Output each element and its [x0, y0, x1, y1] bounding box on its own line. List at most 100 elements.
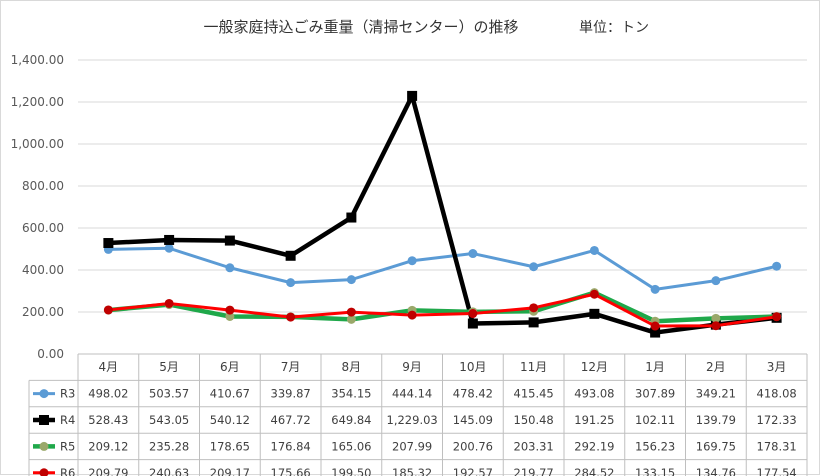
- data-label: 169.75: [696, 439, 736, 453]
- data-point: [225, 263, 235, 273]
- data-point: [589, 245, 599, 255]
- data-label: 240.63: [149, 466, 189, 476]
- y-tick-label: 200.00: [22, 305, 64, 319]
- data-label: 177.54: [757, 466, 797, 476]
- data-point: [225, 305, 235, 315]
- x-tick-label: 4月: [99, 360, 119, 374]
- data-label: 410.67: [210, 387, 250, 401]
- legend-key-marker: [39, 415, 49, 425]
- series-lines: [103, 90, 782, 338]
- data-point: [407, 310, 417, 320]
- data-label: 102.11: [635, 413, 675, 427]
- data-label: 178.31: [757, 439, 797, 453]
- data-point: [164, 234, 175, 245]
- data-label: 207.99: [392, 439, 432, 453]
- data-point: [528, 317, 539, 328]
- data-label: 1,229.03: [387, 413, 438, 427]
- x-tick-label: 5月: [159, 360, 179, 374]
- y-tick-label: 1,200.00: [11, 95, 64, 109]
- y-tick-label: 1,400.00: [11, 53, 64, 67]
- x-tick-label: 2月: [706, 360, 726, 374]
- data-label: 203.31: [514, 439, 554, 453]
- data-point: [103, 238, 114, 249]
- legend-key-marker: [39, 389, 49, 399]
- chart-title: 一般家庭持込ごみ重量（清掃センター）の推移: [203, 18, 518, 36]
- data-label: 178.65: [210, 439, 250, 453]
- data-label: 133.15: [635, 466, 675, 476]
- series-line-r3: [108, 246, 777, 291]
- data-point: [164, 243, 174, 253]
- data-label: 543.05: [149, 413, 189, 427]
- data-label: 540.12: [210, 413, 250, 427]
- data-label: 209.12: [88, 439, 128, 453]
- data-point: [589, 308, 600, 319]
- data-label: 191.25: [574, 413, 614, 427]
- data-label: 145.09: [453, 413, 493, 427]
- data-label: 134.76: [696, 466, 736, 476]
- data-point: [346, 307, 356, 317]
- data-label: 150.48: [514, 413, 554, 427]
- series-line-r5: [108, 290, 777, 324]
- data-label: 139.79: [696, 413, 736, 427]
- series-name: R6: [60, 466, 75, 476]
- data-label: 200.76: [453, 439, 493, 453]
- data-point: [467, 318, 478, 329]
- series-line-r4: [108, 93, 777, 335]
- y-tick-label: 400.00: [22, 263, 64, 277]
- data-point: [650, 321, 660, 331]
- x-tick-label: 12月: [581, 360, 608, 374]
- data-point: [164, 298, 174, 308]
- data-label: 284.52: [574, 466, 614, 476]
- data-label: 498.02: [88, 387, 128, 401]
- data-point: [103, 305, 113, 315]
- y-tick-label: 1,000.00: [11, 137, 64, 151]
- data-label: 175.66: [271, 466, 311, 476]
- data-point: [650, 327, 661, 338]
- data-label: 192.57: [453, 466, 493, 476]
- y-tick-label: 600.00: [22, 221, 64, 235]
- data-label: 292.19: [574, 439, 614, 453]
- data-label: 176.84: [271, 439, 311, 453]
- data-label: 172.33: [757, 413, 797, 427]
- data-point: [711, 276, 721, 286]
- data-label: 209.79: [88, 466, 128, 476]
- data-point: [407, 256, 417, 266]
- data-label: 493.08: [574, 387, 614, 401]
- x-tick-label: 10月: [459, 360, 486, 374]
- x-tick-label: 7月: [281, 360, 301, 374]
- data-label: 478.42: [453, 387, 493, 401]
- data-point: [711, 321, 721, 331]
- data-point: [772, 261, 782, 271]
- data-point: [407, 90, 418, 101]
- data-point: [286, 278, 296, 288]
- data-point: [650, 284, 660, 294]
- data-point: [468, 249, 478, 259]
- x-tick-label: 11月: [520, 360, 547, 374]
- series-name: R3: [60, 387, 75, 401]
- data-label: 444.14: [392, 387, 432, 401]
- series-name: R5: [60, 439, 75, 453]
- y-axis-ticks: 0.00 200.00 400.00 600.00 800.00 1,000.00 1,20…: [11, 53, 64, 361]
- data-label: 339.87: [271, 387, 311, 401]
- data-point: [529, 262, 539, 272]
- data-point: [224, 235, 235, 246]
- data-label: 649.84: [331, 413, 371, 427]
- x-tick-label: 8月: [342, 360, 362, 374]
- data-point: [711, 313, 721, 323]
- data-point: [346, 275, 356, 285]
- data-label: 185.32: [392, 466, 432, 476]
- data-point: [225, 311, 235, 321]
- data-label: 415.45: [514, 387, 554, 401]
- series-name: R4: [60, 413, 75, 427]
- data-label: 354.15: [331, 387, 371, 401]
- data-label: 349.21: [696, 387, 736, 401]
- data-label: 209.17: [210, 466, 250, 476]
- data-label: 467.72: [271, 413, 311, 427]
- data-label: 165.06: [331, 439, 371, 453]
- data-label: 199.50: [331, 466, 371, 476]
- data-point: [286, 312, 296, 322]
- legend-key-marker: [39, 441, 49, 451]
- data-label: 156.23: [635, 439, 675, 453]
- data-point: [346, 212, 357, 223]
